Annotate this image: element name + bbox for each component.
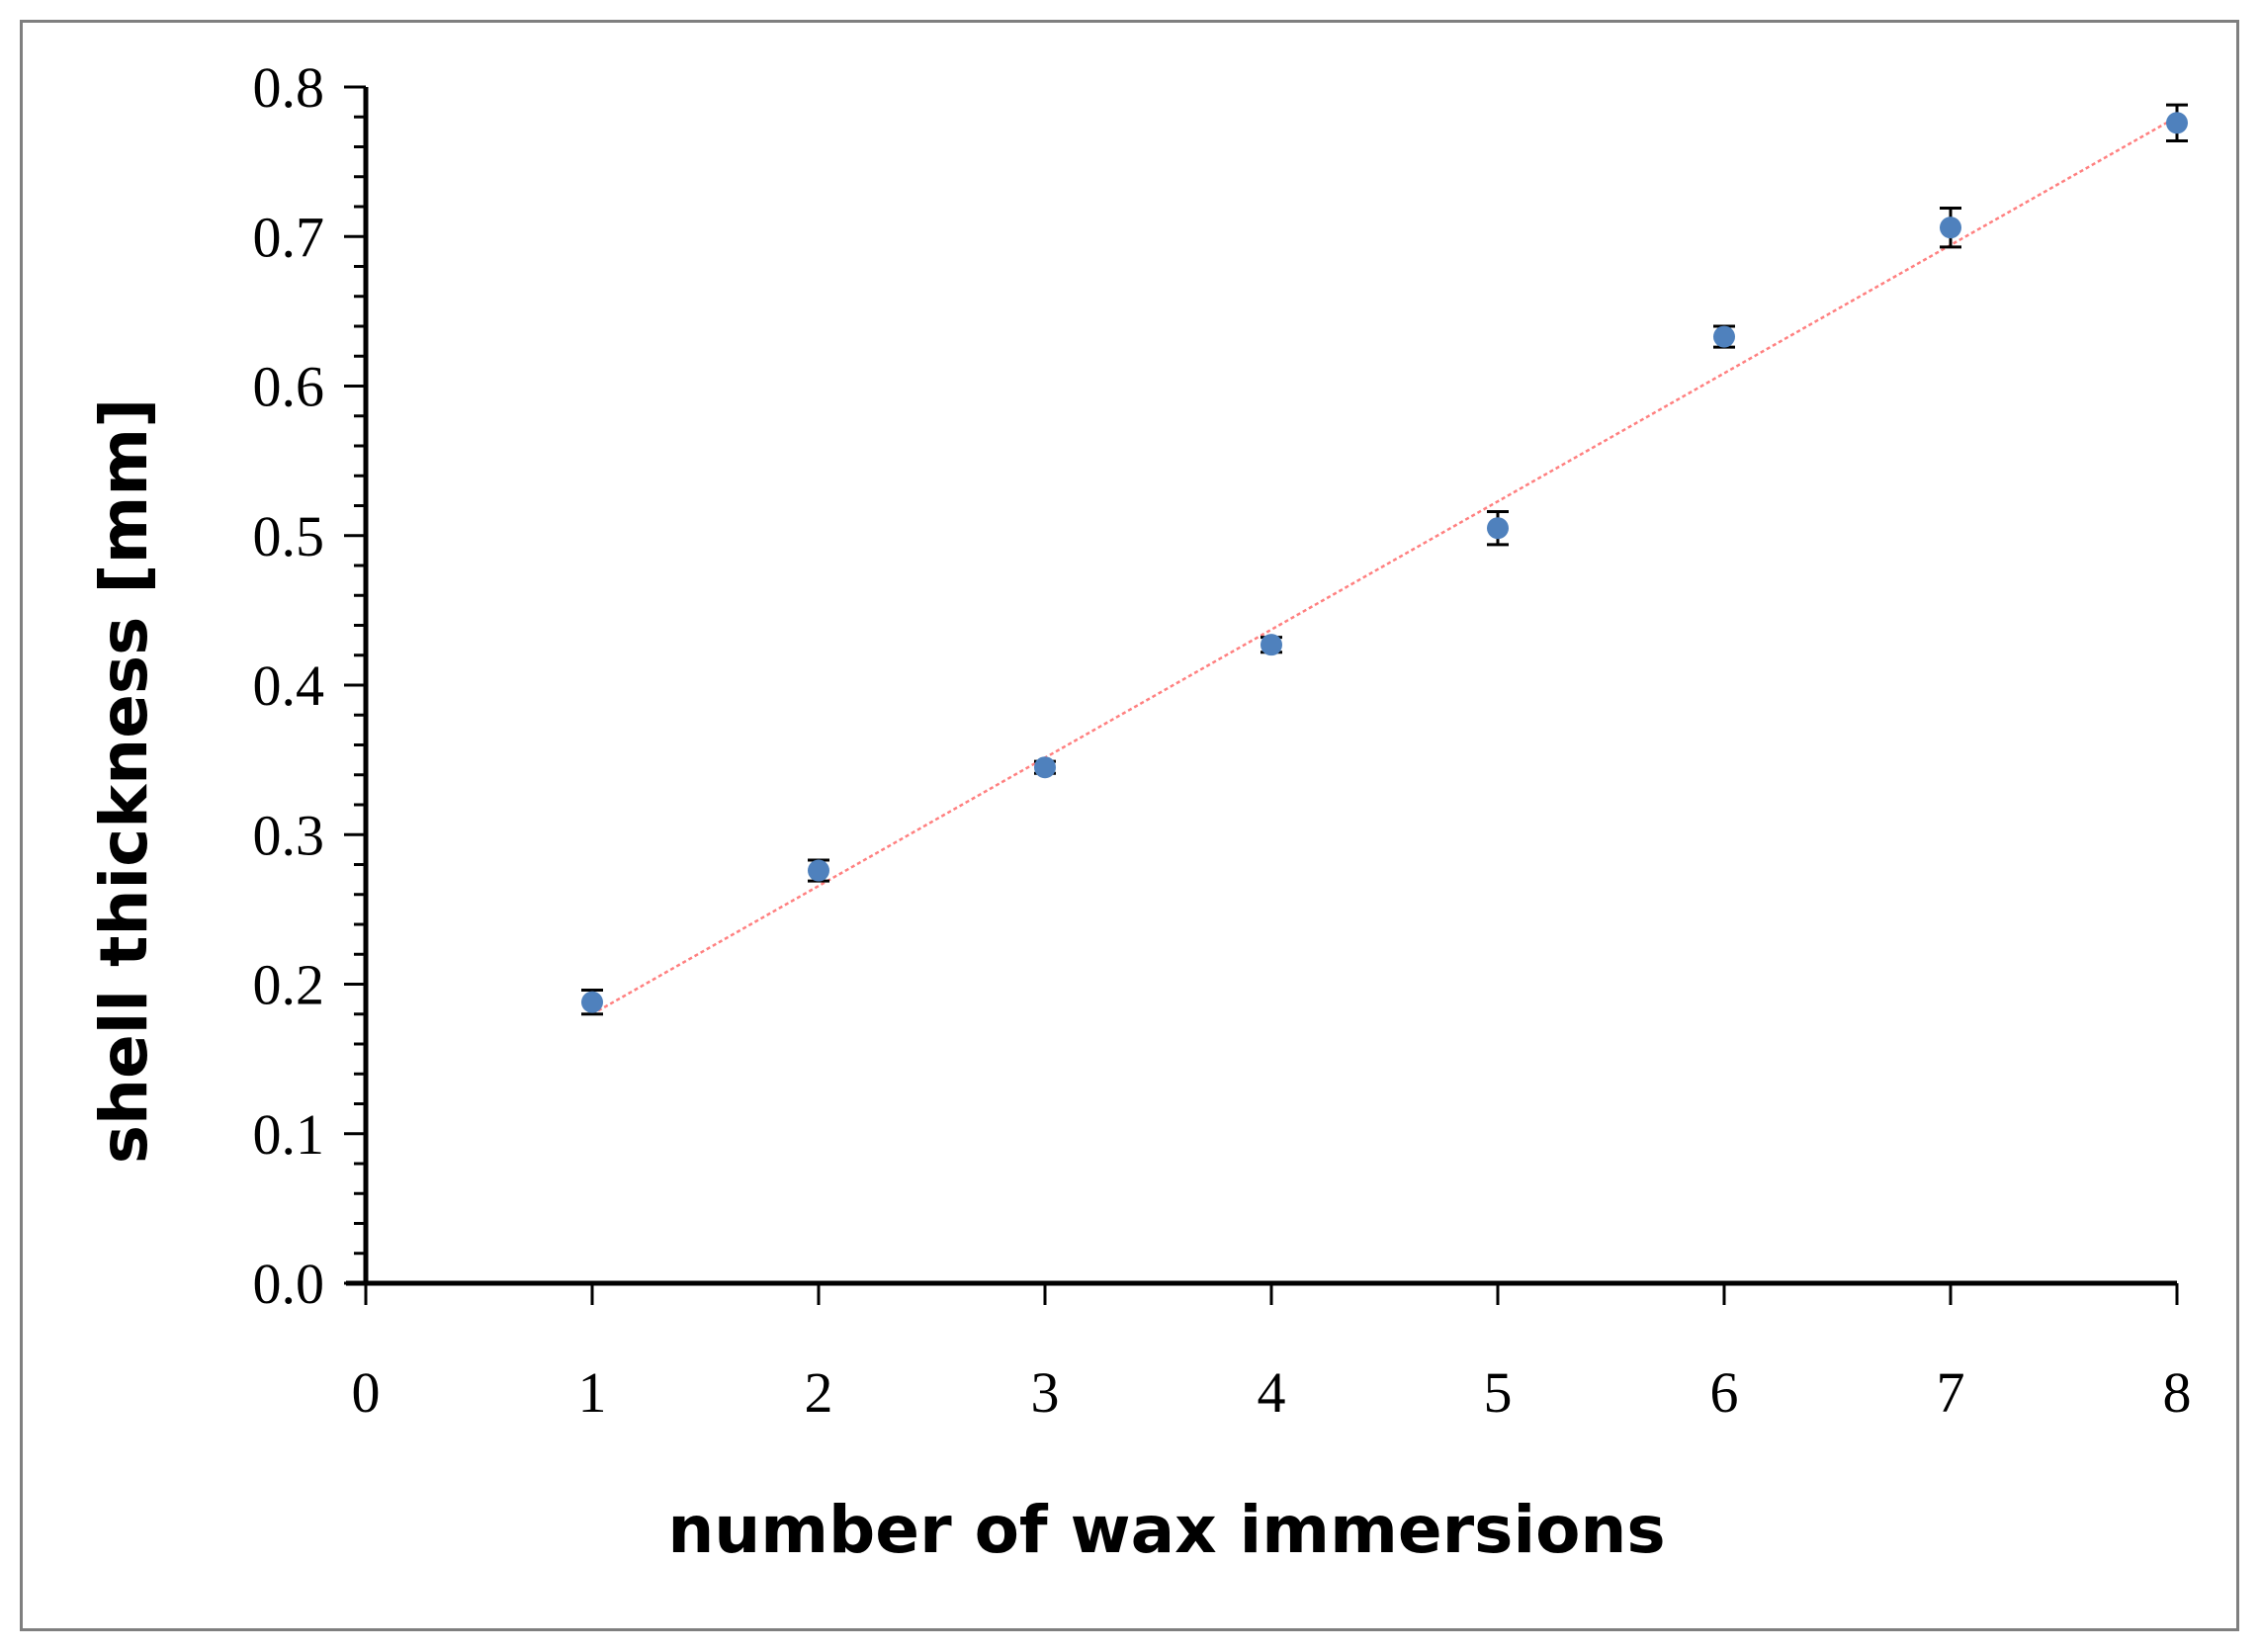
x-tick-label: 7: [1937, 1360, 1965, 1425]
data-points: [581, 112, 2188, 1013]
y-tick-label: 0.8: [253, 55, 325, 120]
y-tick-label: 0.5: [253, 504, 325, 568]
x-axis-ticks: 0 1 2 3 4 5 6 7 8: [352, 1283, 2192, 1425]
x-tick-label: 4: [1258, 1360, 1286, 1425]
y-axis-ticks: 0.0 0.1 0.2 0.3 0.4 0.5 0.6 0.7 0.8: [253, 55, 366, 1316]
y-tick-label: 0.2: [253, 953, 325, 1017]
linear-trendline: [591, 116, 2178, 1015]
x-tick-label: 8: [2163, 1360, 2192, 1425]
data-point: [1940, 217, 1961, 239]
y-tick-label: 0.4: [253, 653, 325, 718]
x-tick-label: 5: [1484, 1360, 1513, 1425]
x-axis-title: number of wax immersions: [667, 1492, 1665, 1568]
x-tick-label: 6: [1710, 1360, 1739, 1425]
y-tick-label: 0.3: [253, 803, 325, 867]
data-point: [1034, 756, 1056, 779]
data-point: [1487, 517, 1509, 540]
y-tick-label: 0.6: [253, 355, 325, 419]
data-point: [2166, 112, 2188, 134]
data-point: [1261, 634, 1282, 656]
y-tick-label: 0.1: [253, 1102, 325, 1167]
data-point: [1713, 325, 1735, 348]
y-tick-label: 0.7: [253, 205, 325, 269]
data-point: [808, 859, 829, 882]
x-tick-label: 3: [1031, 1360, 1060, 1425]
chart-frame: [20, 20, 2239, 1631]
trendline-group: [591, 116, 2178, 1015]
x-tick-label: 0: [352, 1360, 381, 1425]
y-axis-title: shell thickness [mm]: [86, 398, 162, 1165]
x-tick-label: 1: [578, 1360, 607, 1425]
y-tick-label: 0.0: [253, 1252, 325, 1316]
data-point: [581, 991, 603, 1013]
x-tick-label: 2: [805, 1360, 833, 1425]
